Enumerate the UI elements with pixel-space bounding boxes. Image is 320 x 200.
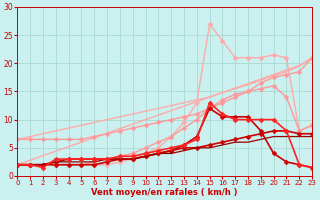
X-axis label: Vent moyen/en rafales ( km/h ): Vent moyen/en rafales ( km/h ) — [92, 188, 238, 197]
